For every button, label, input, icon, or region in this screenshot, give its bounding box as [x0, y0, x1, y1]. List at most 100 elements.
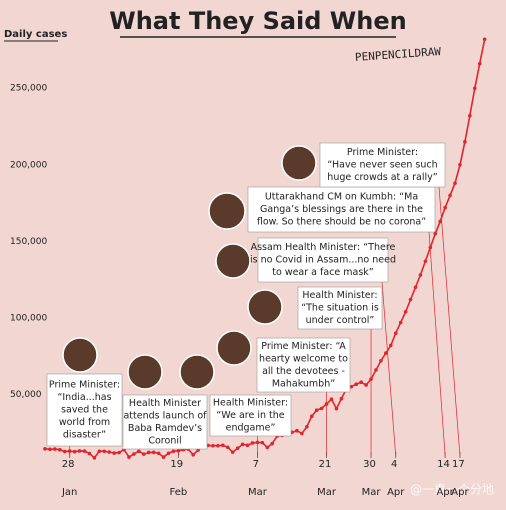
annotation-text: attends launch of	[123, 410, 207, 421]
data-point	[418, 273, 423, 277]
annotation-text: under control”	[306, 315, 375, 326]
data-point	[339, 396, 344, 401]
annotation-box	[256, 337, 351, 393]
pointer-line	[381, 281, 397, 457]
annotation-text: “India...has	[57, 392, 111, 403]
data-point	[389, 343, 393, 348]
data-point	[43, 447, 47, 451]
data-point	[482, 37, 487, 42]
portrait	[179, 354, 215, 390]
annotation-text: Mahakumbh”	[272, 378, 335, 389]
data-point	[67, 449, 72, 453]
data-point	[216, 443, 220, 448]
annotation-box	[247, 186, 436, 233]
annotation-box	[46, 373, 123, 447]
data-point	[398, 320, 403, 325]
annotation-text: endgame”	[226, 423, 276, 434]
data-point	[77, 449, 82, 453]
annotation-text: Prime Minister:	[49, 380, 120, 391]
annotation-text: Prime Minister: “A	[261, 341, 346, 352]
data-point	[270, 441, 275, 446]
annotation-text: Uttarakhand CM on Kumbh: “Ma	[265, 192, 418, 203]
annotation-text: Health Minister	[129, 398, 201, 409]
data-point	[448, 193, 452, 198]
y-tick-label: 100,000	[10, 313, 47, 323]
data-point	[364, 383, 368, 387]
annotation-text: “Have never seen such	[327, 160, 437, 171]
portrait	[281, 145, 317, 181]
watermark: @一直一个分地	[410, 483, 494, 497]
data-point	[240, 442, 245, 447]
chart-title: What They Said When	[109, 7, 406, 35]
data-point	[384, 351, 388, 355]
data-point	[438, 219, 443, 224]
data-point	[225, 445, 230, 450]
data-point	[235, 446, 240, 450]
portrait	[127, 354, 163, 390]
data-point	[176, 448, 181, 453]
portrait	[208, 192, 246, 230]
data-point	[161, 455, 166, 459]
annotation-text: hearty welcome to	[259, 353, 348, 364]
x-tick-label: 17 Apr	[451, 459, 469, 498]
data-point	[250, 441, 255, 445]
annotation-box	[122, 394, 208, 450]
data-point	[82, 449, 87, 453]
data-point	[374, 368, 378, 372]
data-point	[458, 162, 462, 167]
data-point	[58, 447, 62, 452]
annotation-text: flow. So there should be no corona”	[257, 217, 426, 228]
annotation-box	[209, 394, 292, 437]
data-point	[156, 451, 161, 456]
annotation-text: “The situation is	[301, 303, 379, 314]
data-point	[300, 431, 304, 436]
data-point	[305, 424, 309, 429]
annotation-text: Coronil	[148, 435, 181, 446]
data-point	[132, 452, 136, 456]
annotation-text: Health Minister:	[302, 290, 377, 301]
data-point	[453, 181, 457, 185]
data-point	[151, 450, 156, 455]
x-tick-label: 4 Apr	[387, 459, 405, 498]
data-point	[423, 259, 428, 264]
data-point	[413, 285, 418, 290]
annotation-text: Baba Ramdev’s	[128, 423, 202, 434]
data-point	[53, 447, 57, 451]
data-point	[334, 406, 339, 411]
data-point	[369, 377, 373, 381]
y-tick-label: 150,000	[10, 237, 47, 247]
data-point	[354, 382, 359, 386]
x-tick-label: 7 Mar	[248, 459, 268, 498]
portrait	[247, 289, 283, 325]
data-point	[146, 450, 151, 455]
annotation-box	[297, 286, 383, 330]
signature: PENPENCILDRAW	[355, 45, 442, 64]
annotation-text: is no Covid in Assam...no need	[250, 255, 396, 266]
data-point	[309, 414, 314, 418]
data-point	[359, 380, 363, 385]
annotation-box	[319, 142, 446, 188]
x-tick-label: 14 Apr	[436, 459, 454, 498]
y-tick-label: 250,000	[10, 84, 47, 94]
y-tick-label: 200,000	[10, 160, 47, 170]
data-point	[230, 450, 235, 454]
data-point	[379, 358, 383, 363]
data-point	[433, 231, 438, 236]
y-tick-label: 50,000	[10, 390, 42, 400]
portraits	[62, 145, 317, 390]
annotation-text: Prime Minister:	[347, 147, 418, 158]
data-point	[314, 408, 319, 413]
x-tick-label: 28 Jan	[61, 459, 78, 498]
annotation-text: saved the	[61, 405, 108, 416]
data-point	[92, 456, 97, 460]
annotation-text: “We are in the	[216, 410, 284, 421]
pointer-line	[428, 231, 446, 457]
data-point	[324, 402, 329, 406]
data-point	[112, 451, 116, 455]
data-point	[166, 451, 171, 456]
data-point	[329, 397, 334, 401]
data-point	[260, 440, 265, 445]
portrait	[62, 337, 98, 373]
data-point	[137, 449, 141, 454]
data-point	[62, 449, 67, 454]
